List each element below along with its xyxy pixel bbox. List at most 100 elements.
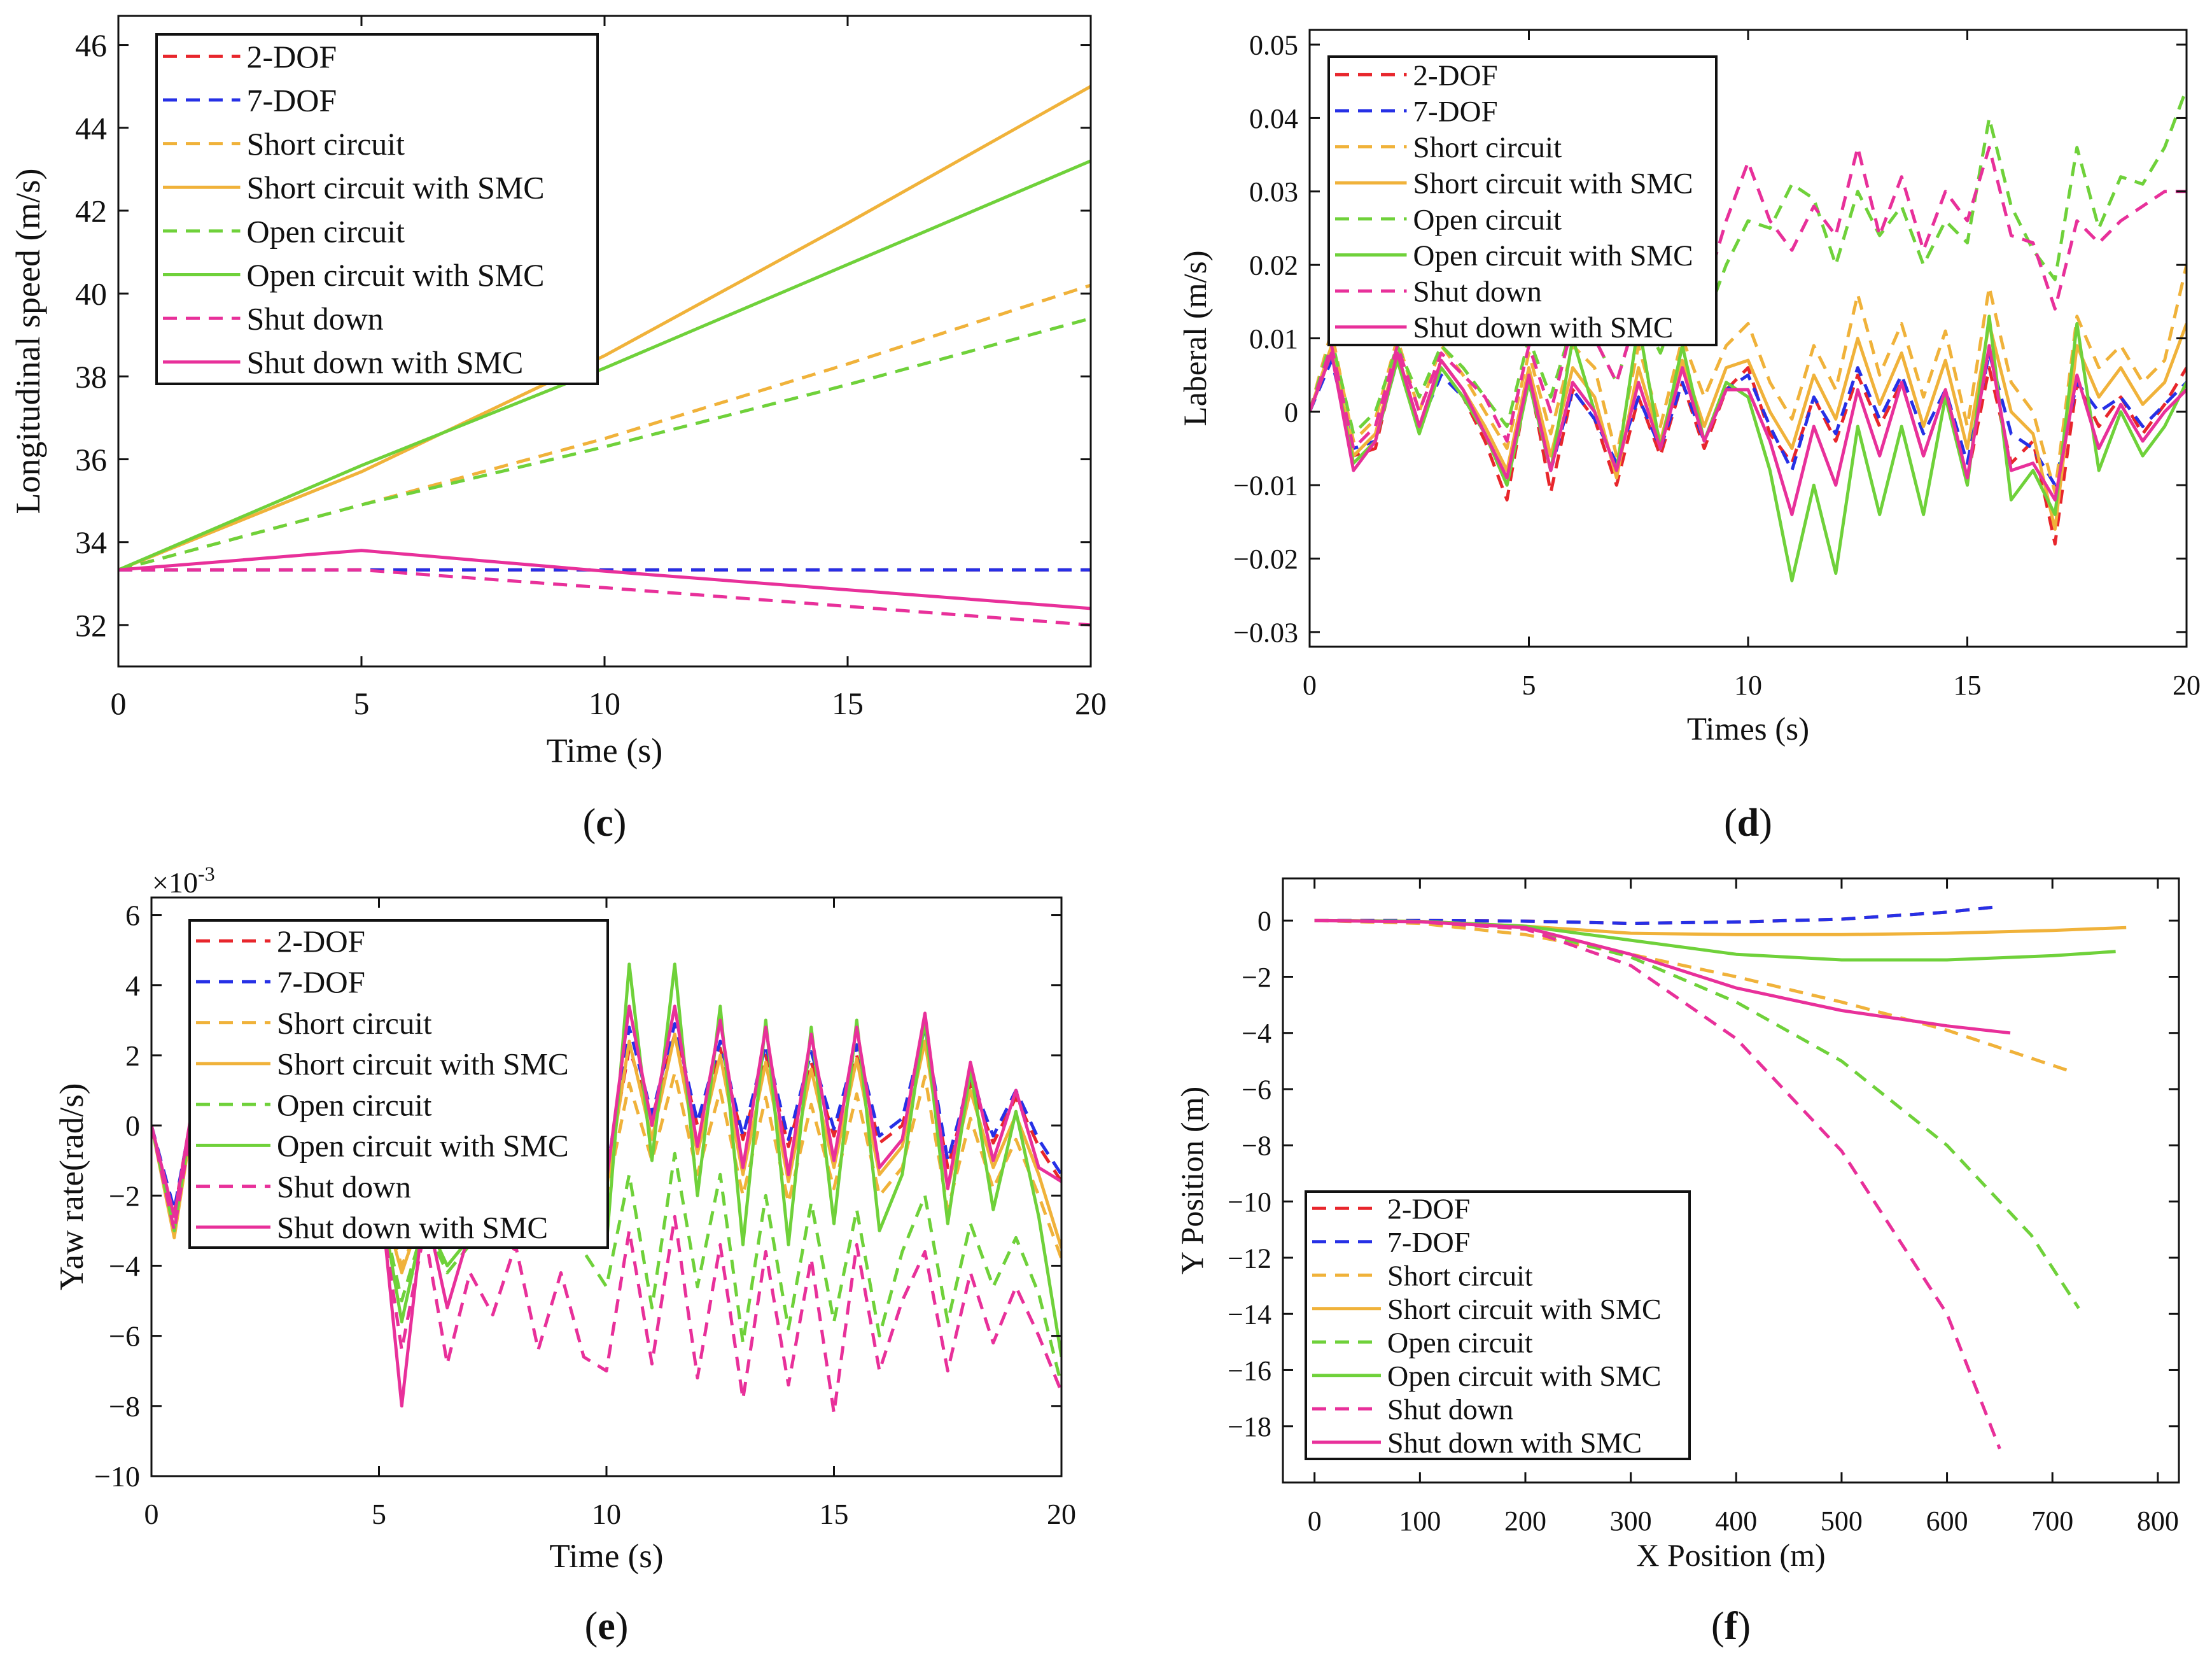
y-tick-label: −6 — [109, 1320, 140, 1353]
panel-label-letter: e — [598, 1605, 615, 1648]
panel-label-open: ( — [585, 1605, 598, 1648]
series-group — [1314, 905, 2127, 1449]
legend-label: Short circuit — [1387, 1259, 1533, 1292]
series-line-open-circuit — [151, 1085, 1061, 1386]
y-tick-label: −8 — [1242, 1130, 1271, 1162]
panel-label: (e) — [585, 1605, 629, 1648]
legend-label: Shut down — [1413, 276, 1542, 309]
x-tick-label: 100 — [1399, 1505, 1441, 1537]
panel-label-open: ( — [1711, 1605, 1725, 1648]
y-tick-label: −2 — [1242, 962, 1271, 993]
series-line-shut-down — [1310, 146, 2187, 450]
y-tick-label: −4 — [109, 1250, 140, 1283]
y-tick-label: 0.04 — [1249, 103, 1298, 134]
y-axis-label: Laberal (m/s) — [1178, 250, 1214, 426]
series-line-shut-down — [118, 568, 1091, 627]
legend-label: 7-DOF — [247, 82, 337, 118]
x-tick-label: 10 — [592, 1498, 621, 1530]
legend-label: Shut down with SMC — [277, 1210, 548, 1245]
panel-label-close: ) — [1759, 801, 1772, 845]
x-tick-label: 400 — [1715, 1505, 1757, 1537]
y-tick-label: −6 — [1242, 1074, 1271, 1105]
panel-label-letter: c — [596, 801, 613, 845]
y-axis-label: Yaw rate(rad/s) — [53, 1083, 90, 1291]
y-tick-label: −14 — [1228, 1299, 1271, 1330]
legend-label: Shut down — [247, 301, 384, 337]
panel-label: (d) — [1724, 801, 1772, 845]
series-line-shut-down-with-smc — [1310, 344, 2187, 516]
series-line-open-circuit — [118, 316, 1091, 572]
y-tick-label: −8 — [109, 1390, 140, 1423]
legend-label: Open circuit — [277, 1087, 432, 1122]
y-axis-label: Y Position (m) — [1174, 1087, 1210, 1274]
series-line-short-circuit — [1314, 919, 2075, 1074]
panel-label-letter: d — [1737, 801, 1759, 845]
legend-label: Shut down — [1387, 1393, 1513, 1425]
legend-label: Open circuit with SMC — [1413, 239, 1693, 272]
legend-label: Short circuit with SMC — [1413, 167, 1693, 201]
x-axis-label: Time (s) — [547, 731, 663, 770]
x-tick-label: 15 — [832, 686, 864, 721]
x-tick-label: 20 — [2173, 670, 2201, 701]
x-tick-label: 0 — [1303, 670, 1317, 701]
x-tick-label: 10 — [1734, 670, 1762, 701]
series-line-open-circuit-with-smc — [1310, 314, 2187, 582]
legend-label: Short circuit — [247, 126, 405, 162]
x-axis-label: X Position (m) — [1636, 1537, 1825, 1573]
axis-multiplier-base: ×10 — [152, 866, 198, 899]
legend-label: Open circuit with SMC — [247, 257, 545, 293]
legend-label: Shut down with SMC — [1387, 1426, 1642, 1459]
y-tick-label: −10 — [1228, 1187, 1271, 1218]
axis-multiplier-exponent: -3 — [198, 863, 215, 885]
y-tick-label: 42 — [75, 193, 107, 229]
x-tick-label: 15 — [820, 1498, 849, 1530]
x-tick-label: 300 — [1610, 1505, 1652, 1537]
y-tick-label: 0.03 — [1249, 176, 1298, 208]
y-tick-label: −4 — [1242, 1018, 1271, 1049]
legend-label: Open circuit — [1387, 1326, 1533, 1358]
y-tick-label: −12 — [1228, 1243, 1271, 1274]
x-tick-label: 5 — [1522, 670, 1536, 701]
x-axis-label: Times (s) — [1687, 712, 1809, 747]
y-tick-label: 36 — [75, 442, 107, 477]
legend-label: Short circuit with SMC — [277, 1046, 569, 1081]
x-tick-label: 0 — [1308, 1505, 1322, 1537]
y-tick-label: 0.01 — [1249, 323, 1298, 355]
legend-label: Open circuit — [247, 213, 405, 249]
plot-frame — [1282, 877, 2180, 1484]
series-group — [1310, 88, 2187, 582]
legend-label: 2-DOF — [1387, 1192, 1470, 1225]
x-tick-label: 600 — [1926, 1505, 1968, 1537]
y-tick-label: 6 — [125, 899, 140, 932]
y-tick-label: −18 — [1228, 1411, 1271, 1442]
legend-label: Short circuit with SMC — [247, 170, 545, 206]
y-tick-label: 34 — [75, 525, 107, 560]
panel-label-close: ) — [1737, 1605, 1751, 1648]
panel-e-yaw-rate: 0 5 10 15 20 −10 −8 −6 −4 −2 0 2 4 6 Time (s) Yaw rate(… — [53, 863, 1076, 1648]
y-tick-label: 0.02 — [1249, 250, 1298, 281]
panel-label-letter: f — [1725, 1605, 1739, 1648]
y-tick-label: 40 — [75, 276, 107, 312]
y-tick-label: 32 — [75, 607, 107, 643]
legend-label: 2-DOF — [1413, 59, 1498, 92]
legend-label: Shut down with SMC — [1413, 311, 1674, 344]
y-tick-label: −0.02 — [1233, 544, 1298, 575]
series-line-open-circuit-with-smc — [118, 159, 1091, 572]
legend-label: Shut down — [277, 1169, 411, 1204]
series-line-short-circuit — [1310, 264, 2187, 495]
x-tick-label: 5 — [354, 686, 370, 721]
y-tick-label: −0.01 — [1233, 470, 1298, 502]
y-tick-label: 0.05 — [1249, 29, 1298, 60]
x-tick-label: 700 — [2031, 1505, 2073, 1537]
legend-label: Shut down with SMC — [247, 344, 524, 380]
y-tick-label: −2 — [109, 1180, 140, 1212]
y-tick-label: 46 — [75, 27, 107, 63]
y-tick-label: 4 — [125, 969, 140, 1002]
y-tick-label: 0 — [125, 1109, 140, 1142]
x-tick-label: 10 — [589, 686, 620, 721]
panel-label: (c) — [583, 801, 627, 845]
x-tick-label: 200 — [1504, 1505, 1546, 1537]
